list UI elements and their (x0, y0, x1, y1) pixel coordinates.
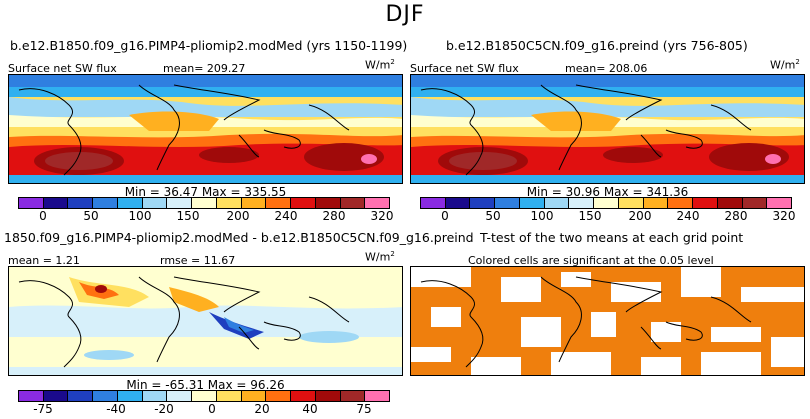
colorbar-swatch (569, 198, 595, 208)
colorbar-tick-label: 150 (176, 209, 200, 223)
panel-4-subtitle: Colored cells are significant at the 0.0… (468, 254, 714, 267)
colorbar-swatch (93, 391, 118, 401)
colorbar-tick-label: 320 (370, 209, 394, 223)
colorbar-tick-label: 240 (274, 209, 298, 223)
colorbar-swatch (68, 391, 94, 401)
colorbar-tick-label: 40 (302, 402, 318, 416)
panel-3-map (8, 266, 403, 376)
colorbar-tick-label: -75 (33, 402, 53, 416)
colorbar-swatch (241, 391, 267, 401)
colorbar-tick-label: -40 (106, 402, 126, 416)
colorbar-swatch (167, 198, 193, 208)
colorbar-tick-label: 100 (128, 209, 152, 223)
panel-3-colorbar (18, 390, 390, 402)
colorbar-tick-label: 240 (676, 209, 700, 223)
colorbar-swatch (365, 391, 390, 401)
colorbar-tick-label: 75 (356, 402, 372, 416)
panel-2-minmax: Min = 30.96 Max = 341.36 (526, 185, 689, 199)
panel-3-minmax: Min = -65.31 Max = 96.26 (126, 378, 285, 392)
colorbar-swatch (544, 198, 570, 208)
colorbar-tick-label: 0 (208, 402, 216, 416)
panel-1-unit: W/m2 (365, 58, 395, 72)
colorbar-tick-label: 50 (83, 209, 99, 223)
panel-1-minmax: Min = 36.47 Max = 335.55 (124, 185, 287, 199)
colorbar-swatch (340, 198, 366, 208)
panel-3-unit: W/m2 (365, 250, 395, 264)
colorbar-swatch (594, 198, 619, 208)
panel-3-mean: mean = 1.21 (8, 254, 80, 267)
colorbar-swatch (117, 198, 143, 208)
panel-2-title: b.e12.B1850C5CN.f09_g16.preind (yrs 756-… (446, 38, 748, 53)
panel-4-title: T-test of the two means at each grid poi… (480, 230, 744, 245)
colorbar-swatch (618, 198, 644, 208)
panel-4-map (410, 266, 805, 376)
colorbar-swatch (167, 391, 193, 401)
colorbar-swatch (216, 391, 242, 401)
colorbar-swatch (291, 198, 316, 208)
colorbar-swatch (19, 391, 44, 401)
colorbar-swatch (142, 198, 168, 208)
colorbar-swatch (365, 198, 390, 208)
panel-2-variable: Surface net SW flux (410, 62, 519, 75)
colorbar-swatch (421, 198, 446, 208)
colorbar-tick-label: 0 (39, 209, 47, 223)
colorbar-swatch (192, 391, 217, 401)
colorbar-swatch (117, 391, 143, 401)
panel-1-map (8, 74, 403, 184)
panel-1-title: b.e12.B1850.f09_g16.PIMP4-pliomip2.modMe… (10, 38, 408, 53)
colorbar-swatch (445, 198, 471, 208)
colorbar-swatch (291, 391, 316, 401)
colorbar-swatch (742, 198, 768, 208)
panel-3-title: 1850.f09_g16.PIMP4-pliomip2.modMed - b.e… (4, 230, 474, 245)
colorbar-tick-label: -20 (154, 402, 174, 416)
colorbar-swatch (668, 198, 694, 208)
colorbar-swatch (43, 391, 69, 401)
season-title: DJF (385, 2, 425, 27)
panel-1-colorbar (18, 197, 390, 209)
colorbar-tick-label: 280 (724, 209, 748, 223)
panel-3-rmse: rmse = 11.67 (160, 254, 236, 267)
colorbar-swatch (495, 198, 520, 208)
colorbar-tick-label: 280 (322, 209, 346, 223)
panel-1-mean: mean= 209.27 (163, 62, 246, 75)
colorbar-swatch (142, 391, 168, 401)
colorbar-swatch (717, 198, 743, 208)
colorbar-swatch (43, 198, 69, 208)
colorbar-swatch (340, 391, 366, 401)
colorbar-swatch (470, 198, 496, 208)
panel-2-unit: W/m2 (770, 58, 800, 72)
colorbar-swatch (315, 198, 341, 208)
colorbar-tick-label: 320 (772, 209, 796, 223)
colorbar-swatch (315, 391, 341, 401)
colorbar-swatch (19, 198, 44, 208)
colorbar-swatch (693, 198, 718, 208)
colorbar-tick-label: 100 (530, 209, 554, 223)
colorbar-swatch (767, 198, 792, 208)
colorbar-swatch (192, 198, 217, 208)
colorbar-tick-label: 20 (254, 402, 270, 416)
colorbar-tick-label: 150 (578, 209, 602, 223)
colorbar-swatch (93, 198, 118, 208)
colorbar-tick-label: 50 (485, 209, 501, 223)
colorbar-tick-label: 0 (441, 209, 449, 223)
colorbar-swatch (643, 198, 669, 208)
colorbar-swatch (216, 198, 242, 208)
colorbar-tick-label: 200 (226, 209, 250, 223)
panel-2-colorbar (420, 197, 792, 209)
colorbar-swatch (68, 198, 94, 208)
colorbar-swatch (241, 198, 267, 208)
panel-1-variable: Surface net SW flux (8, 62, 117, 75)
colorbar-swatch (266, 391, 292, 401)
colorbar-swatch (519, 198, 545, 208)
panel-2-map (410, 74, 805, 184)
colorbar-swatch (266, 198, 292, 208)
colorbar-tick-label: 200 (628, 209, 652, 223)
panel-2-mean: mean= 208.06 (565, 62, 648, 75)
